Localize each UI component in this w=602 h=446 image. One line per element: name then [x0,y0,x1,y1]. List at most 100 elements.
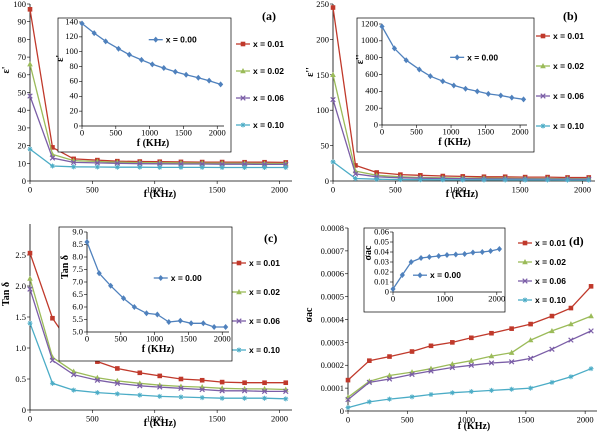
main-data-point [428,368,434,374]
main-y-tick-label: 250 [316,0,329,9]
main-data-point [409,371,415,378]
main-data-point [387,396,392,402]
inset-legend-entry: x = 0.00 [153,273,202,283]
inset-y-tick-label: 5.5 [72,314,83,324]
inset-data-point [149,61,155,68]
y-axis-title: ε' [1,66,12,73]
inset-data-point [444,252,450,258]
inset-data-point [496,246,503,252]
main-data-point [199,164,205,170]
main-data-point [440,177,446,183]
main-data-point [178,385,184,392]
main-y-tick-label: 30 [18,123,27,133]
main-data-point [199,386,205,393]
main-y-tick-label: 0 [22,176,26,186]
panel-3: 0 500 1000 1500 2000 0 0.5 1.0 1.5 2.0 2.5 f (KHz) T… [1,224,292,429]
main-data-point [49,380,55,386]
main-data-point [157,393,163,399]
inset-data-point [379,23,385,30]
main-data-point [588,284,594,289]
main-data-point [588,313,594,319]
inset-data-point [131,304,137,310]
legend-label: x = 0.10 [253,120,284,130]
main-data-point [449,364,456,371]
main-data-point [345,405,351,411]
main-data-point [199,395,205,401]
inset-data-point [453,251,459,258]
inset-data-point [161,65,167,72]
legend-label: x = 0.10 [249,345,280,355]
main-data-point [468,357,475,363]
main-data-point [219,165,225,171]
main-data-point [95,359,100,364]
legend-label: x = 0.06 [553,91,584,101]
inset-x-axis-title: f (KHz) [137,138,170,149]
main-data-point [262,380,267,386]
inset-x-tick-label: 0 [85,334,89,344]
main-x-tick-label: 1500 [209,185,226,195]
main-y-tick-label: 60 [18,70,27,80]
main-y-tick-label: 0.0008 [321,223,344,233]
inset-data-point [436,253,442,259]
main-y-tick-label: 40 [18,105,27,115]
main-data-point [409,349,415,354]
inset-y-tick-label: 6.0 [72,301,83,311]
main-data-point [114,164,120,170]
inset-x-tick-label: 2000 [209,128,226,138]
legend-label: x = 0.06 [535,276,566,286]
inset-y-tick-label: 20 [70,105,79,115]
inset-x-tick-label: 1500 [175,128,192,138]
main-x-tick-label: 2000 [271,414,288,424]
main-data-point [241,388,248,394]
main-data-point [428,392,434,398]
inset-data-point [206,77,212,84]
main-data-point [509,386,515,392]
x-axis-title: f (KHz) [144,418,177,429]
legend-marker [540,33,546,39]
main-data-point [367,358,372,363]
main-data-point [588,328,594,334]
main-data-point [468,362,475,368]
inset-data-point [195,74,201,81]
legend-label: x = 0.06 [249,316,280,326]
main-y-tick-label: 1.0 [15,343,26,353]
main-x-tick-label: 1500 [517,415,534,425]
main-data-point [409,394,415,400]
inset-y-tick-label: 0.04 [374,246,390,256]
inset-y-tick-label: 8.0 [72,251,83,261]
main-data-point [528,321,533,327]
inset-data-point [154,311,160,318]
legend-entry: x = 0.01 [536,31,584,41]
main-y-tick-label: 20 [18,141,27,151]
main-x-tick-label: 2000 [271,185,288,195]
main-y-tick-label: 0.5 [15,374,26,384]
main-x-tick-label: 0 [28,414,32,424]
x-axis-title: f (KHz) [446,189,479,200]
main-data-point [528,385,534,391]
legend-entry: x = 0.01 [518,238,566,248]
main-y-tick-label: 100 [13,0,26,9]
inset-x-axis-title: f (KHz) [142,344,175,355]
legend-label: x = 0.02 [535,257,566,267]
legend-marker [522,278,528,284]
inset-x-tick-label: 500 [109,128,122,138]
main-data-point [330,5,336,10]
legend-marker [240,95,246,101]
inset-data-point [200,320,206,327]
main-y-tick-label: 0 [340,406,344,416]
inset-chart: 0 500 1000 1500 2000 0 20 40 60 80 100 120 140 x = 0.… [55,16,232,153]
main-data-point [178,376,184,382]
main-data-point [49,357,56,364]
inset-legend-marker [417,272,423,279]
legend-label: x = 0.01 [553,31,584,41]
main-y-tick-label: 50 [18,87,27,97]
main-data-point [27,275,33,281]
main-data-point [137,370,143,376]
main-data-point [469,335,474,341]
main-data-point [509,326,514,331]
main-x-tick-label: 0 [331,185,335,195]
inset-y-tick-label: 9.0 [72,226,83,236]
inset-y-tick-label: 0 [374,119,378,129]
inset-data-point [84,239,90,245]
main-y-tick-label: 0.0006 [321,269,344,279]
